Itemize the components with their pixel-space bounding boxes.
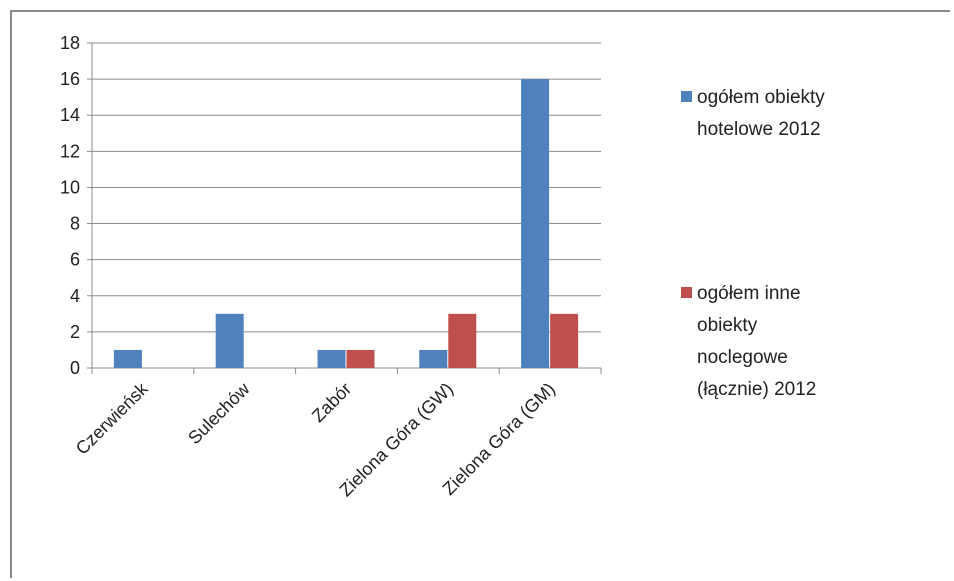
y-tick-label-12: 12 bbox=[60, 141, 80, 161]
legend-label-series-0-line-1: hotelowe 2012 bbox=[697, 119, 821, 140]
x-category-label-0: Czerwieńsk bbox=[72, 378, 153, 459]
y-tick-label-0: 0 bbox=[70, 358, 80, 378]
legend-label-series-1-line-1: obiekty bbox=[697, 315, 758, 336]
y-axis-ticks: 0 2 4 6 8 10 12 14 16 18 bbox=[60, 33, 92, 378]
legend-swatch-series-0 bbox=[681, 91, 692, 102]
legend: ogółem obiekty hotelowe 2012 ogółem inne… bbox=[681, 87, 825, 400]
bar-series-0-2 bbox=[318, 350, 346, 368]
bar-series-0-1 bbox=[216, 314, 244, 368]
bar-series-0-4 bbox=[521, 79, 549, 368]
bar-series-1-3 bbox=[448, 314, 476, 368]
x-category-label-1: Sulechów bbox=[184, 378, 254, 448]
x-category-label-2: Zabór bbox=[308, 379, 355, 426]
y-tick-label-10: 10 bbox=[60, 177, 80, 197]
legend-label-series-0-line-0: ogółem obiekty bbox=[697, 87, 825, 108]
x-category-label-3: Zielona Góra (GW) bbox=[335, 379, 457, 501]
y-tick-label-8: 8 bbox=[70, 214, 80, 234]
legend-label-series-1-line-3: (łącznie) 2012 bbox=[697, 379, 816, 400]
legend-label-series-1-line-2: noclegowe bbox=[697, 347, 788, 368]
y-tick-label-18: 18 bbox=[60, 33, 80, 53]
y-tick-label-14: 14 bbox=[60, 105, 80, 125]
bar-series-0-0 bbox=[114, 350, 142, 368]
legend-swatch-series-1 bbox=[681, 287, 692, 298]
y-tick-label-4: 4 bbox=[70, 286, 80, 306]
bar-series-0-3 bbox=[419, 350, 447, 368]
y-tick-label-2: 2 bbox=[70, 322, 80, 342]
y-tick-label-6: 6 bbox=[70, 250, 80, 270]
bar-series-1-2 bbox=[347, 350, 375, 368]
bar-series-1-4 bbox=[550, 314, 578, 368]
y-tick-label-16: 16 bbox=[60, 69, 80, 89]
x-category-label-4: Zielona Góra (GM) bbox=[439, 379, 559, 499]
legend-label-series-1-line-0: ogółem inne bbox=[697, 283, 801, 304]
